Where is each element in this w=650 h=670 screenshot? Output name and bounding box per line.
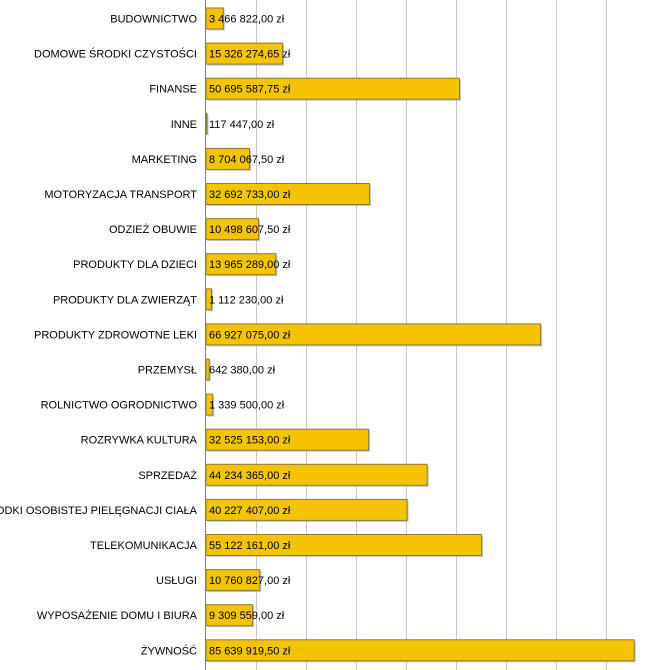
- value-label: 32 525 153,00 zł: [209, 435, 291, 447]
- category-label: PRODUKTY DLA ZWIERZĄT: [53, 294, 197, 306]
- value-label: 3 466 822,00 zł: [209, 14, 285, 26]
- value-label: 10 760 827,00 zł: [209, 575, 291, 587]
- value-label: 117 447,00 zł: [209, 119, 275, 131]
- category-label: BUDOWNICTWO: [110, 14, 197, 26]
- value-label: 40 227 407,00 zł: [209, 505, 291, 517]
- category-label: ODZIEŻ OBUWIE: [109, 223, 197, 236]
- value-label: 66 927 075,00 zł: [209, 329, 291, 341]
- category-label: DOMOWE ŚRODKI CZYSTOŚCI: [34, 48, 197, 61]
- value-label: 44 234 365,00 zł: [209, 470, 291, 482]
- category-label: INNE: [171, 119, 197, 131]
- value-label: 9 309 559,00 zł: [209, 610, 285, 622]
- value-label: 13 965 289,00 zł: [209, 259, 291, 271]
- category-label: PRZEMYSŁ: [138, 365, 197, 377]
- value-label: 642 380,00 zł: [209, 365, 276, 377]
- value-label: 85 639 919,50 zł: [209, 645, 291, 657]
- category-label: ŻYWNOŚĆ: [141, 644, 197, 657]
- bars: [205, 7, 636, 663]
- category-label: WYPOSAŻENIE DOMU I BIURA: [37, 609, 198, 622]
- value-label: 50 695 587,75 zł: [209, 84, 291, 96]
- value-label: 15 326 274,65 zł: [209, 49, 291, 61]
- category-label: ŚRODKI OSOBISTEJ PIELĘGNACJI CIAŁA: [0, 504, 198, 517]
- category-label: PRODUKTY ZDROWOTNE LEKI: [34, 329, 197, 341]
- category-label: PRODUKTY DLA DZIECI: [73, 259, 197, 271]
- category-label: SPRZEDAŻ: [138, 469, 197, 482]
- category-label: TELEKOMUNIKACJA: [90, 540, 198, 552]
- category-label: USŁUGI: [156, 575, 197, 587]
- value-label: 8 704 067,50 zł: [209, 154, 285, 166]
- value-labels: 3 466 822,00 zł 15 326 274,65 zł 50 695 58…: [209, 14, 291, 658]
- value-label: 32 692 733,00 zł: [209, 189, 291, 201]
- value-label: 10 498 607,50 zł: [209, 224, 291, 236]
- value-label: 1 339 500,00 zł: [209, 400, 285, 412]
- category-label: MOTORYZACJA TRANSPORT: [44, 189, 197, 201]
- value-label: 55 122 161,00 zł: [209, 540, 291, 552]
- category-label: ROLNICTWO OGRODNICTWO: [41, 400, 198, 412]
- value-label: 1 112 230,00 zł: [209, 294, 284, 306]
- category-label: ROZRYWKA KULTURA: [81, 435, 198, 447]
- category-labels: BUDOWNICTWO DOMOWE ŚRODKI CZYSTOŚCI FINANS…: [0, 14, 198, 658]
- bar: [205, 112, 208, 135]
- category-label: FINANSE: [149, 84, 197, 96]
- bar-shadow: [207, 114, 209, 136]
- category-label: MARKETING: [132, 154, 197, 166]
